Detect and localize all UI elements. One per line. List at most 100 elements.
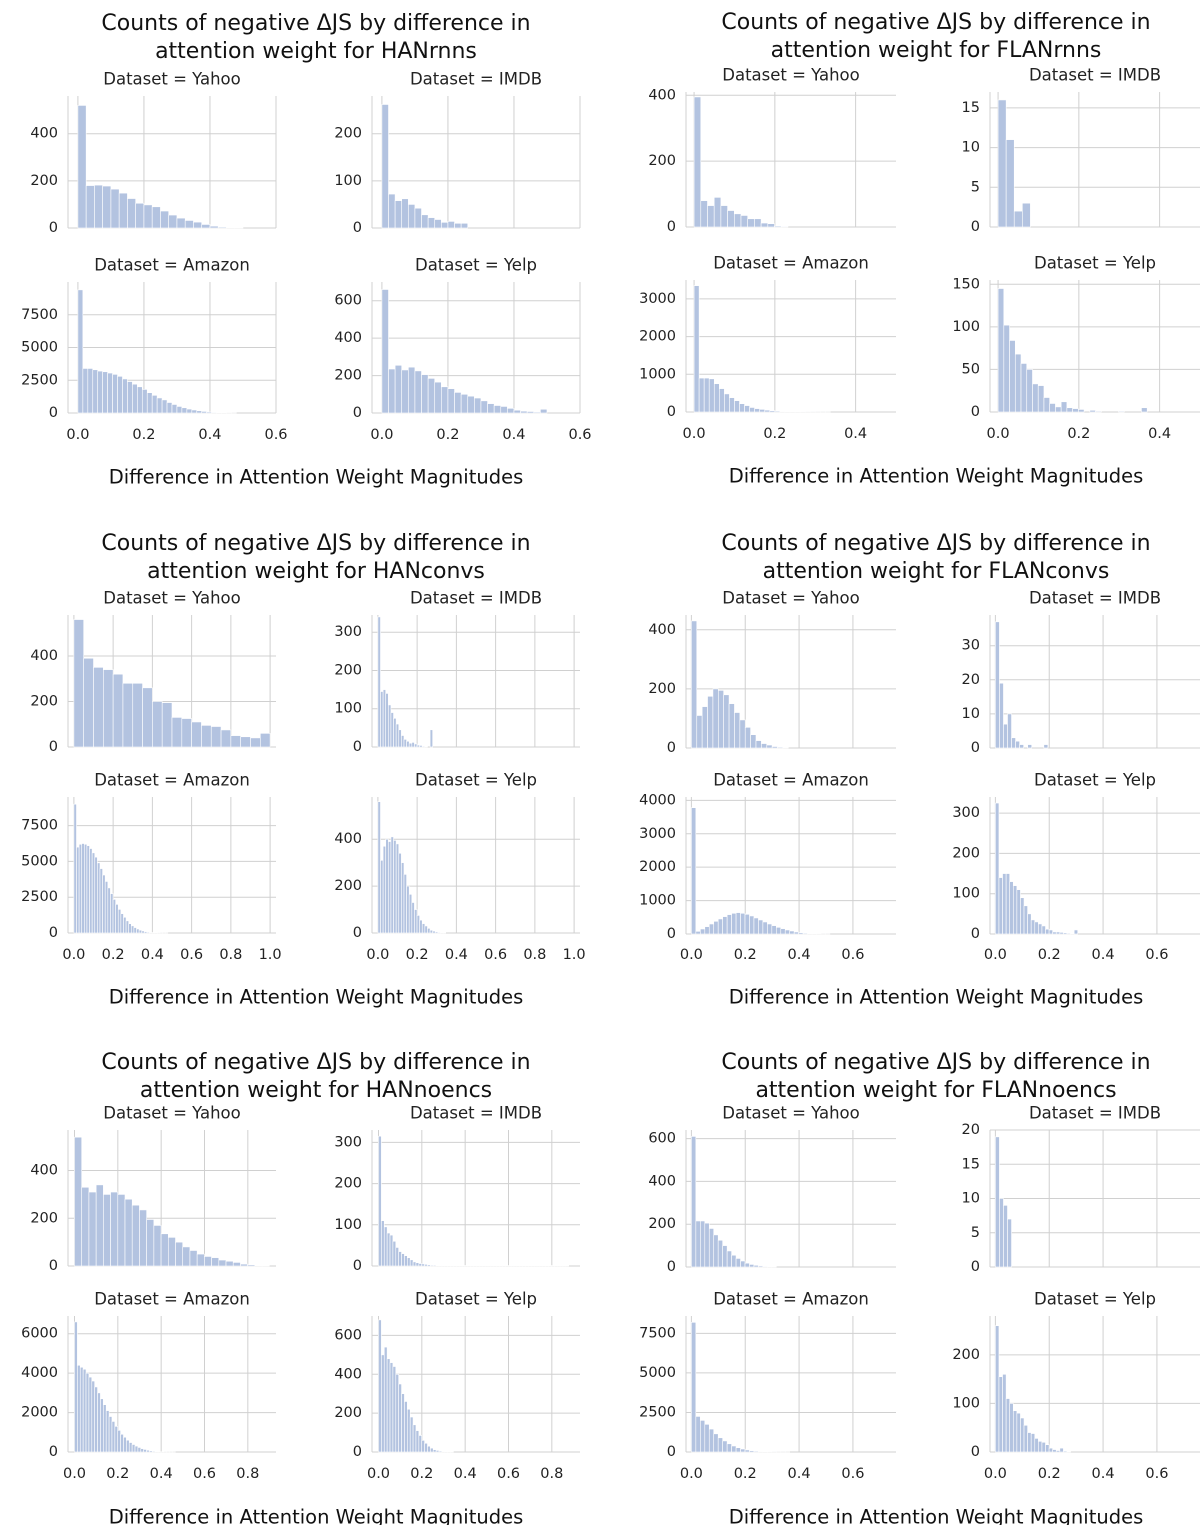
histogram-bar	[89, 848, 93, 934]
histogram-bar	[392, 1366, 397, 1453]
histogram-bar	[401, 198, 409, 229]
figure-title-line-2: attention weight for FLANconvs	[763, 559, 1110, 584]
x-tick-label: 0.2	[436, 427, 459, 443]
histogram-bar	[722, 916, 728, 935]
x-tick-label: 0.2	[1067, 426, 1090, 442]
facet-yahoo: Dataset = Yahoo 0 200 400	[648, 589, 896, 756]
histogram-bar	[500, 406, 508, 414]
histogram-bar	[754, 218, 762, 228]
x-tick-label: 0.4	[502, 427, 525, 443]
histogram-bar	[1019, 744, 1024, 749]
facet-yelp: Dataset = Yelp 0 200 400 600 0.0 0.2 0.4 0.6 0.8	[334, 1290, 580, 1482]
facet-title: Dataset = Amazon	[94, 771, 250, 790]
histogram-bar	[415, 1262, 420, 1267]
histogram-bar	[1020, 1417, 1025, 1453]
histogram-bar	[232, 1262, 241, 1267]
histogram-bar	[429, 929, 433, 934]
histogram-bar	[132, 383, 138, 414]
histogram-bar	[385, 693, 389, 748]
histogram-bar	[408, 894, 413, 934]
y-tick-label: 2500	[639, 1404, 676, 1420]
histogram-bar	[758, 1265, 764, 1268]
histogram-bar	[707, 205, 715, 228]
histogram-bar	[1095, 410, 1102, 413]
histogram-bar	[82, 368, 89, 414]
y-tick-label: 400	[648, 1173, 676, 1189]
histogram-bar	[696, 715, 703, 749]
histogram-bar	[146, 392, 153, 414]
histogram-bar	[97, 862, 101, 934]
histogram-bar	[210, 726, 222, 748]
histogram-bar	[454, 222, 462, 229]
histogram-bar	[526, 411, 535, 414]
histogram-bar	[403, 874, 407, 934]
x-tick-label: 0.0	[66, 427, 89, 443]
histogram-bar	[404, 1255, 408, 1267]
y-tick-label: 2000	[639, 859, 676, 875]
histogram-bar	[196, 410, 203, 414]
histogram-bar	[1043, 397, 1050, 413]
histogram-bar	[460, 393, 469, 414]
histogram-bar	[131, 1444, 136, 1453]
x-tick-label: 0.2	[102, 947, 125, 963]
histogram-bar	[126, 1439, 130, 1453]
histogram-bar	[168, 214, 178, 229]
y-tick-label: 5000	[21, 853, 58, 869]
histogram-bar	[77, 289, 84, 414]
histogram-bar	[117, 376, 123, 414]
histogram-bar	[704, 926, 710, 935]
histogram-bar	[189, 1250, 198, 1267]
x-tick-label: 0.2	[410, 1466, 433, 1482]
histogram-bar	[1015, 740, 1020, 749]
histogram-bar	[1048, 929, 1053, 935]
histogram-bar	[708, 378, 715, 413]
histogram-bar	[411, 742, 415, 748]
histogram-bar	[780, 928, 786, 935]
y-tick-label: 4000	[21, 1365, 58, 1381]
histogram-bar	[807, 933, 813, 935]
histogram-bar	[416, 744, 420, 748]
y-tick-label: 0	[49, 925, 58, 941]
histogram-bar	[418, 1263, 423, 1267]
histogram-bar	[755, 740, 762, 749]
histogram-bar	[85, 1372, 90, 1453]
y-tick-label: 4000	[639, 792, 676, 808]
histogram-bar	[94, 184, 103, 229]
histogram-bar	[141, 930, 145, 934]
histogram-bar	[747, 218, 755, 228]
facet-title: Dataset = Yelp	[1034, 254, 1156, 273]
x-tick-label: 0.6	[568, 427, 591, 443]
histogram-bar	[77, 105, 87, 229]
histogram-bar	[434, 381, 442, 414]
histogram-bar	[225, 1260, 234, 1267]
y-tick-label: 200	[648, 153, 676, 169]
histogram-bar	[744, 1449, 750, 1453]
histogram-bar	[209, 225, 219, 229]
histogram-bar	[196, 1253, 205, 1267]
y-tick-label: 0	[971, 740, 980, 756]
facet-imdb: Dataset = IMDB 0 10 20 30	[962, 589, 1200, 756]
histogram-bar	[695, 931, 701, 935]
histogram-bar	[382, 689, 387, 748]
facet-yahoo: Dataset = Yahoo 0 200 400	[30, 70, 277, 236]
histogram-bar	[744, 405, 750, 413]
x-tick-label: 0.2	[406, 947, 429, 963]
histogram-bar	[381, 104, 389, 229]
figure-title-line-1: Counts of negative ΔJS by difference in	[721, 1050, 1150, 1075]
x-tick-label: 0.2	[132, 427, 155, 443]
figure-hannoencs: Counts of negative ΔJS by difference in a…	[21, 1050, 580, 1525]
histogram-bar	[430, 1264, 434, 1267]
histogram-bar	[125, 920, 129, 934]
histogram-bar	[744, 1262, 750, 1268]
histogram-bar	[117, 1194, 126, 1267]
histogram-bar	[124, 1198, 133, 1267]
histogram-bar	[201, 224, 211, 229]
facet-title: Dataset = Amazon	[713, 254, 869, 273]
histogram-bar	[1027, 1432, 1032, 1453]
histogram-bar	[760, 222, 769, 228]
histogram-bar	[395, 1373, 399, 1453]
histogram-bar	[122, 682, 134, 748]
facet-title: Dataset = Yelp	[415, 1290, 537, 1309]
y-tick-label: 15	[962, 1156, 980, 1172]
